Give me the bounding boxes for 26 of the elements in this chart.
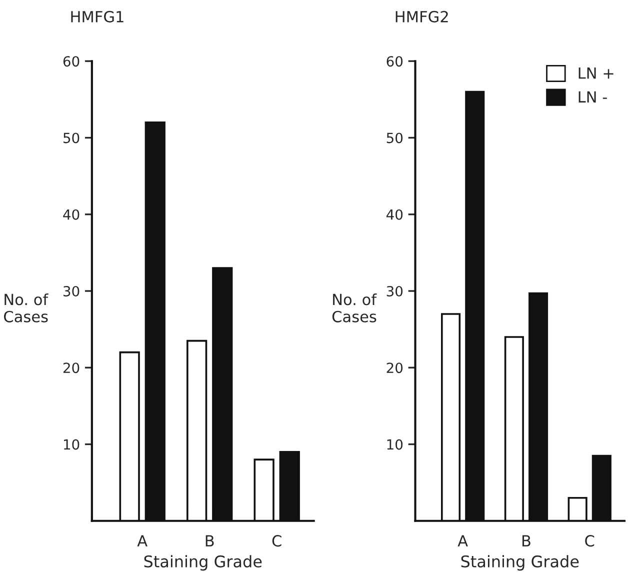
y-tick-label: 60: [63, 56, 80, 67]
y-tick-label: 40: [386, 209, 403, 220]
y-tick-label: 10: [64, 439, 80, 450]
y-tick-label: 20: [386, 362, 403, 374]
y-tick-label: 20: [63, 362, 80, 374]
y-tick-label: 40: [63, 209, 80, 220]
y-tick-label: 50: [64, 132, 80, 144]
x-tick-label: B: [206, 535, 214, 546]
legend-label: LN -: [578, 91, 607, 102]
y-tick-label: 10: [387, 439, 403, 450]
chart-title: HMFG1: [71, 10, 124, 22]
chart-title: HMFG2: [396, 10, 448, 22]
x-axis-title: Staining Grade: [144, 555, 262, 571]
y-tick-label: 60: [386, 56, 403, 67]
y-tick-label: 50: [386, 132, 403, 144]
x-tick-label: A: [458, 535, 468, 546]
legend-label: LN +: [578, 68, 614, 79]
x-tick-label: C: [585, 535, 594, 547]
y-tick-label: 30: [64, 286, 80, 296]
y-axis-title: No. of Cases: [4, 293, 48, 322]
x-tick-label: B: [522, 535, 530, 546]
y-axis-title: No. of Cases: [332, 293, 377, 322]
x-tick-label: A: [137, 535, 148, 546]
y-tick-label: 30: [386, 286, 403, 296]
x-tick-label: C: [272, 535, 282, 547]
x-axis-title: Staining Grade: [461, 555, 579, 571]
